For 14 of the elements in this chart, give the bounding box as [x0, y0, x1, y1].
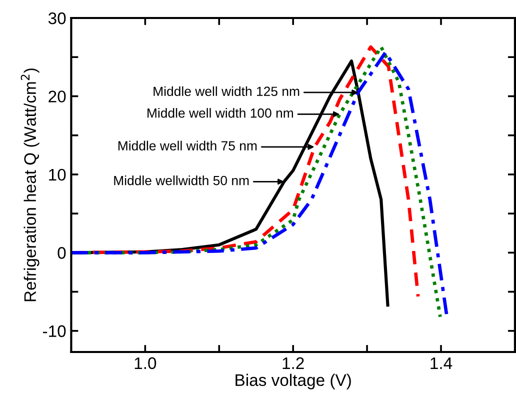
y-axis-title: Refrigeration heat Q (Watt/cm$^{2}$): [20, 68, 40, 302]
y-tick-label: 20: [48, 90, 66, 102]
annotation: Middle well width 125 nm: [154, 86, 300, 96]
y-tick-label: 0: [58, 247, 66, 259]
x-tick-label: 1.0: [134, 357, 156, 370]
y-tick-label: 30: [48, 12, 66, 24]
annotation: Middle well width 100 nm: [148, 108, 293, 118]
x-axis-title: Bias voltage (V): [236, 374, 351, 390]
y-tick-label: -10: [43, 325, 66, 338]
x-tick-label: 1.4: [430, 357, 452, 369]
y-tick-label: 10: [49, 168, 66, 181]
annotation: Middle well width 75 nm: [118, 140, 257, 150]
x-tick-label: 1.2: [282, 357, 304, 369]
annotation: Middle wellwidth 50 nm: [114, 176, 249, 186]
